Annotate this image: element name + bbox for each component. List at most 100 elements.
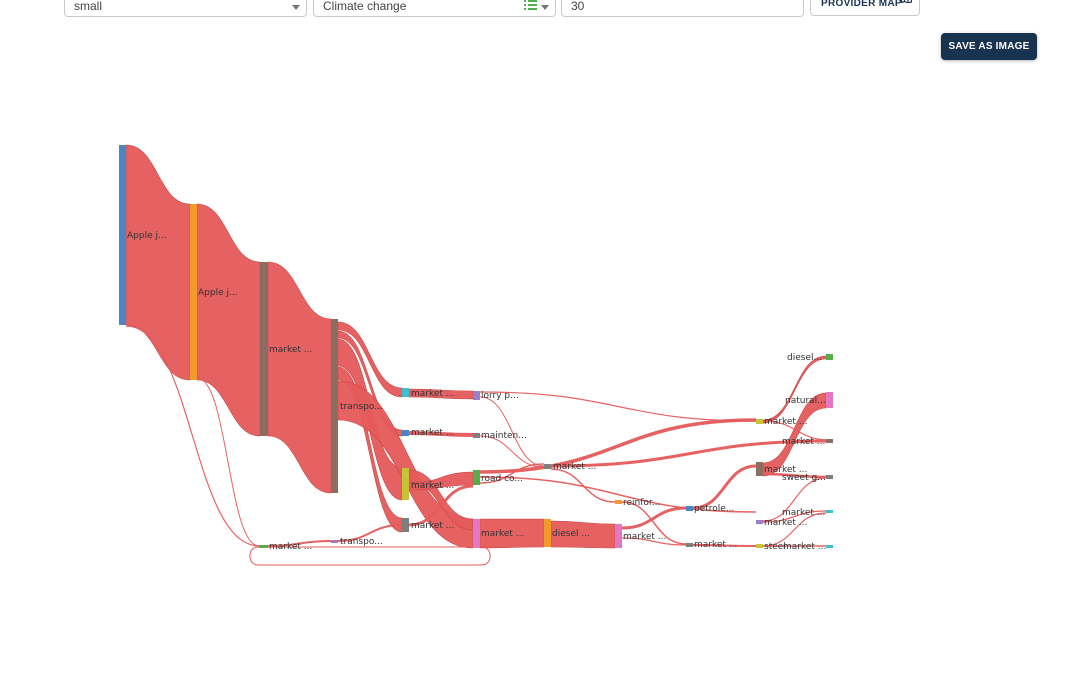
sankey-node[interactable] bbox=[756, 419, 763, 424]
sankey-node-label: market ... bbox=[764, 465, 807, 475]
sankey-node-label: transpo... bbox=[340, 402, 383, 412]
sankey-node-label: market ... bbox=[269, 345, 312, 355]
sankey-node[interactable] bbox=[826, 545, 833, 548]
sankey-link bbox=[692, 544, 757, 547]
sankey-node-label: market ... bbox=[782, 508, 825, 518]
sankey-link bbox=[762, 472, 827, 479]
sankey-node[interactable] bbox=[615, 524, 622, 548]
sankey-link bbox=[408, 431, 474, 437]
sankey-node-label: diesel ... bbox=[552, 529, 590, 539]
sankey-link bbox=[408, 484, 474, 527]
sankey-node-label: lorry p... bbox=[481, 391, 519, 401]
sankey-link bbox=[479, 476, 757, 513]
sankey-link bbox=[196, 377, 260, 547]
sankey-node[interactable] bbox=[756, 462, 763, 476]
sankey-node[interactable] bbox=[756, 520, 763, 524]
sankey-link bbox=[479, 418, 757, 474]
sankey-node[interactable] bbox=[826, 510, 833, 513]
sankey-node[interactable] bbox=[259, 545, 268, 548]
cutoff-value: 30 bbox=[571, 0, 585, 13]
provider-map-button[interactable]: PROVIDER MAP bbox=[810, 0, 920, 16]
sankey-node[interactable] bbox=[473, 519, 480, 548]
sankey-link bbox=[125, 144, 191, 381]
sankey-node-label: petrole... bbox=[694, 504, 734, 514]
sankey-node-label: road co... bbox=[481, 474, 523, 484]
sankey-link bbox=[762, 510, 827, 523]
sankey-node[interactable] bbox=[119, 145, 126, 325]
list-icon bbox=[524, 0, 537, 10]
sankey-link bbox=[621, 537, 687, 546]
sankey-links bbox=[125, 144, 831, 549]
save-as-image-button[interactable]: SAVE AS IMAGE bbox=[941, 33, 1037, 60]
sankey-link bbox=[550, 439, 831, 468]
sankey-link bbox=[550, 468, 616, 503]
sankey-node[interactable] bbox=[826, 439, 833, 443]
sankey-node[interactable] bbox=[473, 391, 480, 400]
sankey-node[interactable] bbox=[402, 468, 409, 500]
sankey-node-label: market ... bbox=[553, 462, 596, 472]
sankey-link bbox=[479, 435, 545, 468]
sankey-node[interactable] bbox=[331, 540, 338, 543]
sankey-link bbox=[267, 261, 332, 494]
sankey-node[interactable] bbox=[756, 544, 763, 548]
sankey-node[interactable] bbox=[402, 518, 409, 532]
sankey-node-label: Apple j... bbox=[127, 231, 167, 241]
sankey-node[interactable] bbox=[826, 475, 833, 479]
impact-category-select[interactable]: Climate change bbox=[313, 0, 556, 17]
impact-select-value: Climate change bbox=[323, 0, 407, 13]
sankey-node-label: transpo... bbox=[340, 537, 383, 547]
sankey-node-label: market ... bbox=[411, 521, 454, 531]
sankey-link bbox=[196, 203, 261, 437]
sankey-node-label: market ... bbox=[783, 542, 826, 552]
sankey-node-label: natural... bbox=[785, 396, 826, 406]
sankey-link bbox=[125, 325, 260, 547]
provider-map-label: PROVIDER MAP bbox=[821, 0, 902, 9]
sankey-link bbox=[621, 501, 687, 545]
sankey-link bbox=[479, 463, 545, 484]
sankey-node[interactable] bbox=[544, 519, 551, 547]
cutoff-number-field[interactable]: 30 bbox=[561, 0, 804, 17]
sankey-link bbox=[762, 355, 827, 424]
chevron-down-icon bbox=[292, 5, 300, 10]
sankey-node[interactable] bbox=[473, 433, 480, 438]
sankey-node-label: market ... bbox=[764, 518, 807, 528]
sankey-node-label: steel bbox=[764, 542, 786, 552]
sankey-labels: Apple j... Apple j... market ... transpo...… bbox=[127, 231, 826, 552]
sankey-link bbox=[267, 540, 332, 547]
sankey-node-label: market ... bbox=[623, 532, 666, 542]
sankey-node[interactable] bbox=[260, 262, 268, 436]
sankey-node-label: market ... bbox=[411, 481, 454, 491]
size-select[interactable]: small bbox=[64, 0, 307, 17]
sankey-node[interactable] bbox=[544, 464, 551, 469]
sankey-node-label: market ... bbox=[269, 542, 312, 552]
sankey-link bbox=[762, 420, 831, 441]
sankey-link bbox=[762, 477, 827, 522]
sankey-node-label: market ... bbox=[411, 428, 454, 438]
sankey-node-label: market ... bbox=[481, 529, 524, 539]
sankey-link bbox=[479, 518, 545, 549]
sankey-link bbox=[762, 512, 827, 547]
sankey-node[interactable] bbox=[402, 430, 409, 436]
sankey-node[interactable] bbox=[686, 543, 693, 547]
sankey-link bbox=[479, 391, 757, 422]
sankey-node[interactable] bbox=[402, 388, 409, 397]
sankey-node-label: sweet g... bbox=[782, 473, 826, 483]
sankey-link bbox=[479, 396, 545, 467]
sankey-node-label: reinfor... bbox=[623, 498, 660, 508]
sankey-node[interactable] bbox=[826, 354, 833, 360]
map-icon bbox=[901, 0, 912, 3]
sankey-node-label: market ... bbox=[764, 417, 807, 427]
sankey-node[interactable] bbox=[473, 470, 480, 485]
sankey-node[interactable] bbox=[826, 392, 833, 408]
selection-outline bbox=[249, 546, 491, 566]
sankey-node[interactable] bbox=[190, 204, 197, 380]
chevron-down-icon bbox=[541, 5, 549, 10]
sankey-node-label: market ... bbox=[411, 389, 454, 399]
sankey-node[interactable] bbox=[615, 500, 622, 504]
sankey-node-label: market ... bbox=[694, 540, 737, 550]
size-select-value: small bbox=[74, 0, 103, 13]
sankey-nodes bbox=[119, 145, 833, 548]
sankey-node[interactable] bbox=[686, 506, 693, 511]
sankey-node[interactable] bbox=[331, 319, 338, 493]
